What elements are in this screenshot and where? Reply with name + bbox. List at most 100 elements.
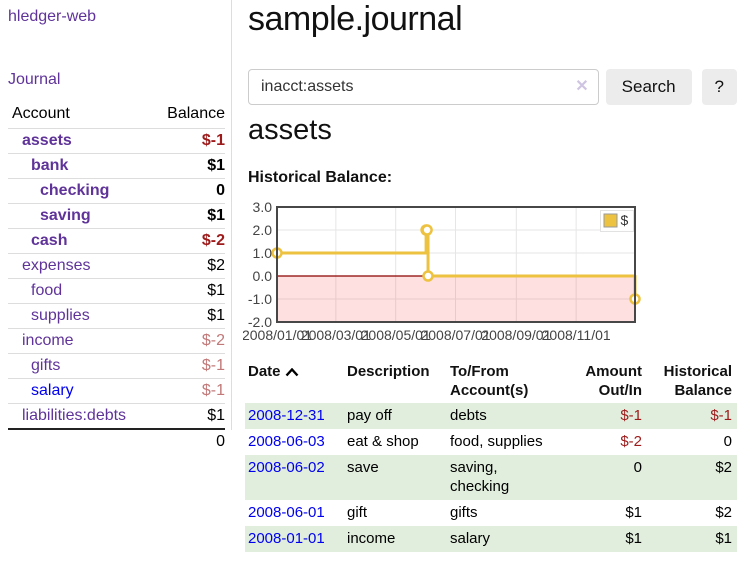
account-balance: $-1 (148, 353, 225, 379)
balance-table-header-row: Account Balance (8, 101, 225, 129)
app-title-link[interactable]: hledger-web (8, 8, 97, 25)
register-table: Date Description To/From Account(s) Amou… (245, 356, 737, 552)
account-link[interactable]: income (22, 332, 74, 349)
account-row: income $-2 (8, 328, 225, 354)
account-cell: supplies (8, 303, 148, 329)
sort-ascending-icon (285, 368, 298, 377)
account-cell: liabilities:debts (8, 403, 148, 429)
account-balance: $1 (148, 153, 225, 179)
transaction-accounts: gifts (450, 504, 478, 521)
account-link[interactable]: saving (40, 207, 91, 224)
account-balance: $1 (148, 278, 225, 304)
search-field-wrap: ✕ (248, 69, 599, 105)
col-header-accounts: To/From Account(s) (450, 363, 529, 399)
help-button[interactable]: ? (701, 69, 737, 105)
transaction-date-cell: 2008-06-03 (245, 429, 342, 455)
transaction-amount: 0 (633, 459, 642, 476)
x-axis-tick-label: 2008/05/01 (361, 327, 431, 343)
sidebar: hledger-web Journal Account Balance asse… (0, 0, 232, 454)
account-balance: $-1 (148, 378, 225, 404)
transaction-description: save (347, 459, 379, 476)
transaction-date-link[interactable]: 2008-06-03 (248, 433, 325, 450)
clear-search-icon[interactable]: ✕ (575, 78, 589, 95)
account-balance: $-2 (148, 328, 225, 354)
plot-border (276, 206, 636, 323)
account-row: salary $-1 (8, 378, 225, 404)
transaction-balance: $2 (715, 459, 732, 476)
account-cell: food (8, 278, 148, 304)
transaction-balance: $-1 (710, 407, 732, 424)
transaction-description: gift (347, 504, 368, 521)
account-row: supplies $1 (8, 303, 225, 329)
transaction-amount: $1 (625, 504, 642, 521)
account-link[interactable]: liabilities:debts (22, 407, 127, 424)
historical-balance-chart[interactable]: $3.0 2.0 1.0 0.0 -1.0 -2.0 2008/01/01 2008/03/0… (242, 199, 742, 345)
transaction-description: income (347, 530, 396, 547)
account-link[interactable]: bank (31, 157, 69, 174)
account-balance-table: Account Balance assets $-1 bank $1 checking 0… (8, 101, 225, 454)
total-row: 0 (8, 428, 225, 454)
account-link[interactable]: supplies (31, 307, 90, 324)
main-content: sample.journal ✕ Search ? assets Histori… (233, 0, 742, 582)
account-cell: saving (8, 203, 148, 229)
account-row: food $1 (8, 278, 225, 304)
account-cell: bank (8, 153, 148, 179)
account-balance: $-1 (148, 128, 225, 154)
account-row: checking 0 (8, 178, 225, 204)
transaction-date-cell: 2008-01-01 (245, 526, 342, 552)
transaction-row: 2008-12-31 pay off debts $-1 $-1 (245, 403, 737, 429)
account-row: expenses $2 (8, 253, 225, 279)
y-axis-tick-label: 1.0 (253, 245, 273, 261)
transaction-date-link[interactable]: 2008-06-01 (248, 504, 325, 521)
search-input[interactable] (248, 69, 599, 105)
account-link[interactable]: food (31, 282, 63, 299)
transaction-date-link[interactable]: 2008-06-02 (248, 459, 325, 476)
account-cell: income (8, 328, 148, 354)
account-cell: assets (8, 128, 148, 154)
account-link[interactable]: checking (40, 182, 110, 199)
x-axis-tick-label: 2008/07/01 (420, 327, 490, 343)
transaction-row: 2008-06-03 eat & shop food, supplies $-2 0 (245, 429, 737, 455)
transaction-row: 2008-06-01 gift gifts $1 $2 (245, 500, 737, 526)
account-cell: salary (8, 378, 148, 404)
transaction-date-link[interactable]: 2008-01-01 (248, 530, 325, 547)
sidebar-item-journal[interactable]: Journal (8, 71, 61, 88)
account-link[interactable]: salary (31, 382, 74, 399)
transaction-balance: $1 (715, 530, 732, 547)
account-cell: cash (8, 228, 148, 254)
x-axis-tick-label: 2008/11/01 (542, 327, 611, 343)
account-balance: $1 (148, 303, 225, 329)
account-link[interactable]: cash (31, 232, 68, 249)
x-axis-tick-label: 2008/03/01 (301, 327, 371, 343)
account-balance: $1 (148, 403, 225, 429)
chart-canvas[interactable]: $3.0 2.0 1.0 0.0 -1.0 -2.02008/01/012008/03/0… (242, 199, 742, 345)
page-title: sample.journal (248, 0, 463, 38)
account-link[interactable]: assets (22, 132, 72, 149)
col-header-amount: Amount Out/In (585, 363, 642, 399)
transaction-balance: $2 (715, 504, 732, 521)
transaction-balance: 0 (723, 433, 732, 450)
y-axis-tick-label: -2.0 (248, 314, 272, 330)
account-cell: expenses (8, 253, 148, 279)
register-header-row: Date Description To/From Account(s) Amou… (245, 356, 737, 403)
account-row: cash $-2 (8, 228, 225, 254)
transaction-date-cell: 2008-06-01 (245, 500, 342, 526)
transaction-accounts: food, supplies (450, 433, 543, 450)
account-link[interactable]: expenses (22, 257, 91, 274)
transaction-accounts: saving, checking (450, 459, 510, 495)
transaction-row: 2008-01-01 income salary $1 $1 (245, 526, 737, 552)
account-cell: gifts (8, 353, 148, 379)
col-header-date[interactable]: Date (245, 356, 342, 403)
account-balance: $1 (148, 203, 225, 229)
transaction-accounts: debts (450, 407, 487, 424)
account-link[interactable]: gifts (31, 357, 61, 374)
search-button[interactable]: Search (605, 69, 692, 105)
transaction-description: eat & shop (347, 433, 419, 450)
transaction-date-link[interactable]: 2008-12-31 (248, 407, 325, 424)
account-row: bank $1 (8, 153, 225, 179)
account-balance: 0 (148, 178, 225, 204)
x-axis-tick-label: 2008/01/01 (243, 327, 312, 343)
y-axis-tick-label: 2.0 (253, 222, 273, 238)
transaction-amount: $1 (625, 530, 642, 547)
account-row: assets $-1 (8, 128, 225, 154)
